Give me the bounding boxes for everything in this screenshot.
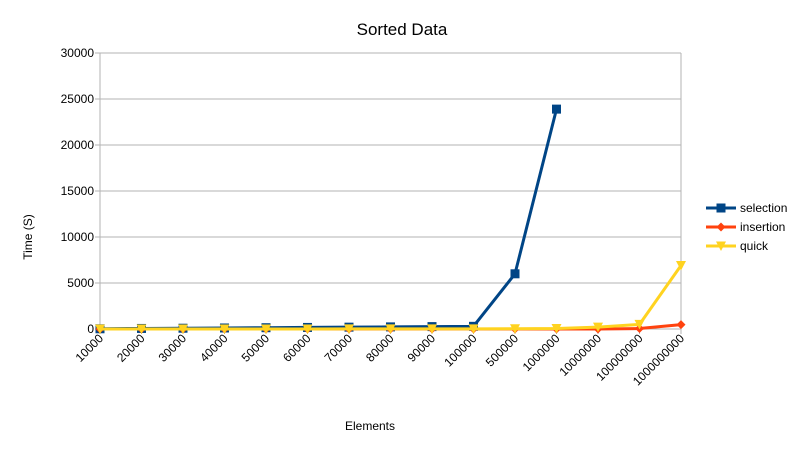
data-point-quick: [136, 324, 147, 334]
data-point-selection: [552, 104, 561, 114]
legend-item-quick: quick: [706, 239, 769, 253]
data-point-quick: [302, 324, 313, 334]
data-point-quick: [551, 323, 562, 334]
y-tick-label: 25000: [61, 92, 95, 106]
x-tick-label: 20000: [114, 331, 148, 365]
x-tick-label: 500000: [483, 331, 521, 369]
y-tick-label: 15000: [61, 184, 95, 198]
grid: [100, 52, 681, 330]
data-point-quick: [634, 319, 645, 330]
x-tick-label: 30000: [156, 331, 190, 365]
series-line-quick: [99, 264, 683, 331]
data-point-quick: [593, 322, 603, 333]
series-line-selection: [99, 108, 558, 331]
series: [95, 104, 686, 334]
y-tick-label: 0: [87, 322, 94, 336]
y-axis-title: Time (S): [21, 214, 35, 260]
x-tick-label: 80000: [363, 331, 397, 365]
y-tick-label: 30000: [61, 46, 95, 60]
x-tick-label: 40000: [197, 331, 231, 365]
legend-item-selection: selection: [706, 201, 787, 215]
data-point-quick: [261, 324, 271, 334]
x-tick-label: 90000: [405, 331, 439, 365]
y-tick-labels: 0 5000 10000 15000 20000 25000 30000: [61, 46, 95, 336]
data-point-quick: [468, 324, 479, 334]
legend-label: selection: [740, 201, 787, 215]
data-point-quick: [427, 324, 437, 334]
x-tick-labels: 10000 20000 30000 40000 50000 60000 70000 80000…: [73, 331, 688, 388]
legend-label: insertion: [740, 220, 785, 234]
data-point-quick: [344, 324, 354, 334]
series-quick: [95, 261, 686, 334]
legend-label: quick: [740, 239, 769, 253]
x-axis-title: Elements: [345, 419, 395, 433]
legend-marker: [716, 241, 726, 251]
x-tick-label: 10000: [73, 331, 107, 365]
x-tick-label: 100000: [441, 331, 479, 369]
data-point-selection: [510, 269, 520, 279]
x-tick-label: 60000: [280, 331, 314, 365]
data-point-quick: [95, 324, 105, 334]
data-point-quick: [219, 324, 230, 334]
x-tick-label: 50000: [239, 331, 273, 365]
data-point-quick: [510, 324, 520, 334]
data-point-quick: [385, 324, 396, 334]
legend: selection insertion quick: [706, 201, 787, 253]
y-tick-label: 20000: [61, 138, 95, 152]
legend-marker: [716, 222, 726, 232]
data-point-quick: [676, 261, 686, 271]
legend-item-insertion: insertion: [706, 220, 785, 234]
legend-marker: [716, 203, 726, 213]
y-tick-label: 10000: [61, 230, 95, 244]
chart-title: Sorted Data: [357, 20, 448, 39]
data-point-insertion: [676, 320, 686, 330]
axes: [95, 52, 682, 334]
data-point-quick: [178, 324, 188, 334]
y-tick-label: 5000: [67, 276, 94, 290]
series-selection: [95, 104, 561, 334]
x-tick-label: 70000: [322, 331, 356, 365]
